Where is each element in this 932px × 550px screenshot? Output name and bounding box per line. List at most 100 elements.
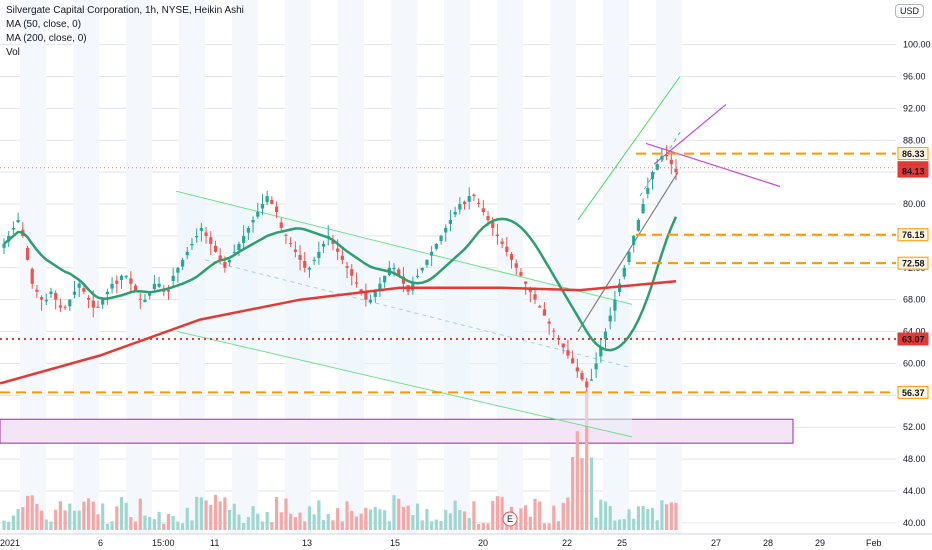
volume-bar [373,506,377,530]
legend-ma200[interactable]: MA (200, close, 0) [6,33,87,44]
volume-bar [223,497,227,530]
candle-body [378,283,382,290]
legend-volume[interactable]: Vol [6,47,20,58]
candle-body [124,275,128,278]
volume-bar [180,523,185,530]
volume-bar [171,515,175,530]
candle-body [204,232,208,236]
candle-body [119,275,124,280]
candle-body [82,288,86,292]
candle-body [669,159,673,165]
flag-top-line [645,142,781,188]
time-tick-label: 20 [478,538,488,548]
candle-body [260,204,265,209]
price-label-box [897,332,929,346]
candle-body [166,290,171,292]
volume-bar [415,503,420,530]
volume-bar [289,513,293,530]
volume-bar [580,458,584,530]
volume-bar [321,520,326,530]
candle-body [157,283,161,287]
candle-body [585,381,589,388]
volume-bar [2,520,6,530]
price-label-box [897,147,929,161]
session-bands [20,0,682,534]
volume-bar [669,502,673,530]
symbol-title[interactable]: Silvergate Capital Corporation, 1h, NYSE… [6,5,244,16]
time-tick-label: 29 [815,538,825,548]
candle-body [190,243,194,246]
time-tick-label: Feb [866,538,882,548]
volume-bar [115,506,119,530]
volume-bar [458,510,462,530]
volume-bars [2,390,678,530]
time-tick-label: 28 [763,538,773,548]
candle-body [608,315,612,322]
price-levels[interactable] [0,152,896,394]
trend-drawings[interactable] [175,76,781,438]
volume-bar [246,517,250,530]
legend-ma50[interactable]: MA (50, close, 0) [6,19,82,30]
candle-body [345,266,349,268]
volume-bar [298,512,302,530]
volume-bar [265,511,269,530]
candle-body [359,289,363,292]
price-label-box [897,385,929,399]
candle-body [30,268,34,284]
time-axis[interactable]: 2021 6 15:00 11 13 15 20 22 25 27 28 29 Feb E [0,511,932,550]
candle-body [251,219,255,223]
time-tick-label: 13 [302,538,312,548]
price-label-text: 84.13 [902,167,925,177]
candle-body [232,251,236,253]
volume-bar [350,510,354,530]
session-band [497,0,523,534]
price-tick-label: 92.00 [903,103,926,113]
candle-body [54,292,58,300]
volume-bar [63,510,67,530]
price-axis[interactable]: 40.0044.0048.0052.0056.0060.0064.0068.00… [896,0,932,550]
volume-bar [491,501,495,530]
candle-body [185,251,189,256]
candle-body [646,188,650,194]
ma50-line [3,216,678,352]
volume-bar [251,506,255,530]
flag-projection-line [653,103,727,165]
volume-bar [354,516,359,530]
volume-bar [448,513,453,530]
candle-body [279,222,283,228]
candle-body [425,259,429,265]
candle-body [129,278,133,284]
candle-body [420,267,424,271]
currency-button[interactable]: USD [894,4,924,18]
volume-bar [430,521,434,530]
volume-bar [336,508,340,530]
volume-bar [166,513,171,530]
volume-bar [533,498,537,530]
volume-bar [77,510,81,530]
volume-bar [162,523,166,530]
candle-body [552,330,556,332]
candle-body [44,299,48,302]
volume-bar [218,501,222,530]
candle-body [138,298,142,300]
volume-bar [96,514,100,530]
volume-bar [439,520,443,530]
candle-body [180,259,185,267]
candle-body [462,201,467,205]
time-tick-label: 27 [711,538,721,548]
volume-bar [49,521,53,530]
volume-bar [68,503,72,530]
volume-bar [674,502,678,530]
volume-bar [260,521,265,530]
candle-body [133,285,138,292]
candle-body [274,206,279,213]
candle-body [514,263,518,268]
support-zone-rect [0,418,794,444]
volume-bar [176,521,180,530]
volume-bar [528,516,532,530]
volume-bar [213,494,218,530]
candle-body [86,298,91,300]
volume-bar [359,513,363,530]
volume-bar [397,498,401,530]
